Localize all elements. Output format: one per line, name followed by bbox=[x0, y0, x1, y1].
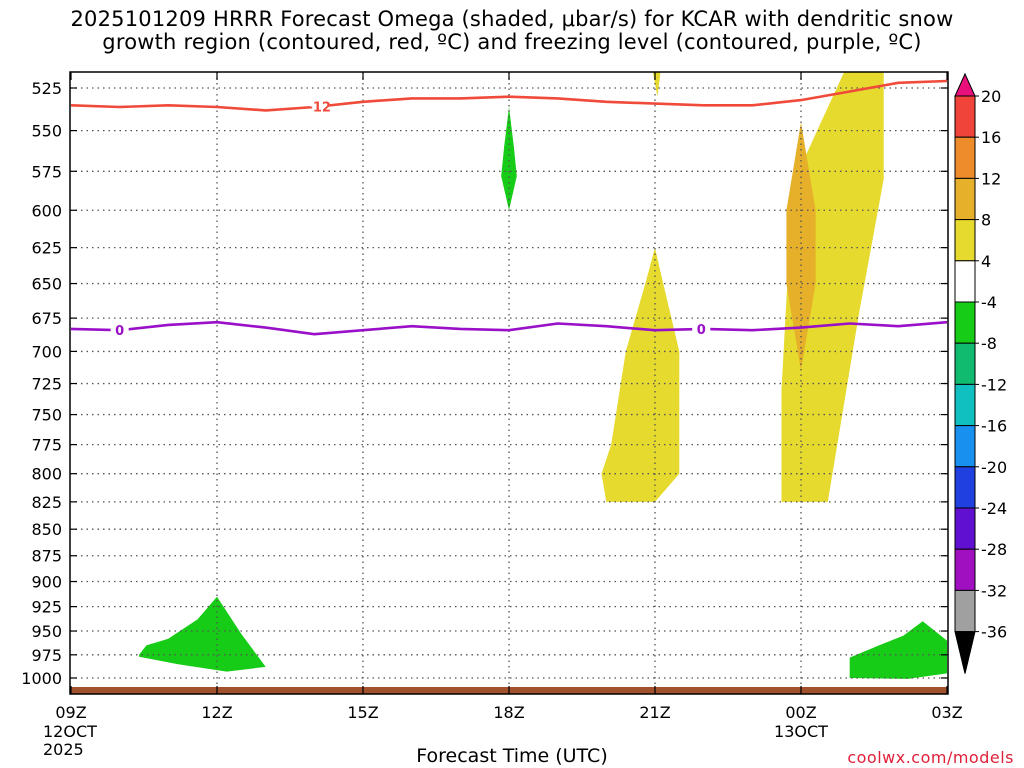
omega-shading bbox=[139, 72, 947, 679]
y-tick-label-900: 900 bbox=[31, 573, 62, 592]
title-line-2: growth region (contoured, red, ºC) and f… bbox=[102, 30, 922, 54]
x-tick-label-15z: 15Z bbox=[347, 703, 378, 722]
y-tick-label-650: 650 bbox=[31, 275, 62, 294]
x-axis-label: Forecast Time (UTC) bbox=[416, 745, 608, 767]
colorbar-segment-12 bbox=[954, 548, 976, 591]
colorbar-segment-11 bbox=[954, 507, 976, 550]
x-year-label: 2025 bbox=[43, 740, 84, 759]
omega-region-descent-21z bbox=[601, 247, 680, 502]
colorbar-segment-6 bbox=[954, 301, 976, 344]
colorbar-segment-9 bbox=[954, 425, 976, 468]
colorbar-segment-5 bbox=[954, 260, 976, 303]
freezing-level-label-bg bbox=[692, 320, 711, 337]
site-credit[interactable]: coolwx.com/models bbox=[847, 748, 1014, 767]
y-tick-label-675: 675 bbox=[31, 309, 62, 328]
y-tick-label-1000: 1000 bbox=[21, 669, 62, 688]
x-date-label-13oct: 13OCT bbox=[774, 722, 828, 741]
omega-region-ascent-evening-low-levels bbox=[849, 621, 947, 679]
colorbar-segment-7 bbox=[954, 342, 976, 385]
colorbar-label-20: 20 bbox=[981, 87, 1001, 106]
colorbar-label-neg36: -36 bbox=[981, 623, 1007, 642]
x-tick-label-12z: 12Z bbox=[201, 703, 232, 722]
colorbar-segment-10 bbox=[954, 466, 976, 509]
y-tick-label-875: 875 bbox=[31, 547, 62, 566]
omega-region-descent-00z-core bbox=[786, 122, 816, 371]
colorbar-label-neg8: -8 bbox=[981, 334, 997, 353]
x-tick-label-18z: 18Z bbox=[493, 703, 524, 722]
y-tick-label-800: 800 bbox=[31, 465, 62, 484]
y-tick-label-975: 975 bbox=[31, 646, 62, 665]
colorbar-bottom-triangle bbox=[954, 631, 976, 674]
colorbar-label-neg4: -4 bbox=[981, 293, 997, 312]
colorbar-label-neg20: -20 bbox=[981, 458, 1007, 477]
y-tick-label-625: 625 bbox=[31, 239, 62, 258]
contours: -12 0 0 bbox=[70, 79, 948, 339]
y-tick-label-950: 950 bbox=[31, 622, 62, 641]
dgz-contour-line bbox=[70, 79, 948, 112]
colorbar-top-triangle bbox=[954, 72, 976, 97]
dgz-contour-label-bg bbox=[310, 98, 329, 115]
y-tick-label-750: 750 bbox=[31, 406, 62, 425]
x-tick-label-00z: 00Z bbox=[785, 703, 816, 722]
colorbar-segment-13 bbox=[954, 589, 976, 633]
x-date-label-12oct: 12OCT bbox=[43, 722, 97, 741]
y-tick-label-600: 600 bbox=[31, 201, 62, 220]
colorbar-label-16: 16 bbox=[981, 128, 1001, 147]
freezing-level-label: 0 bbox=[115, 324, 124, 339]
colorbar-label-neg12: -12 bbox=[981, 375, 1007, 394]
freezing-level-line bbox=[70, 320, 948, 336]
colorbar-label-neg16: -16 bbox=[981, 417, 1007, 436]
colorbar-label-8: 8 bbox=[981, 211, 991, 230]
colorbar-label-12: 12 bbox=[981, 169, 1001, 188]
colorbar-label-4: 4 bbox=[981, 252, 991, 271]
y-tick-label-775: 775 bbox=[31, 436, 62, 455]
gridlines bbox=[70, 72, 948, 694]
x-tick-label-03z: 03Z bbox=[931, 703, 962, 722]
y-tick-label-575: 575 bbox=[31, 162, 62, 181]
y-tick-label-925: 925 bbox=[31, 598, 62, 617]
y-tick-label-725: 725 bbox=[31, 375, 62, 394]
y-axis: 525 550 575 600 625 650 675 700 725 750 775 800 825 8… bbox=[21, 79, 948, 688]
title-line-1: 2025101209 HRRR Forecast Omega (shaded, … bbox=[70, 7, 954, 31]
colorbar-segment-8 bbox=[954, 383, 976, 427]
dgz-contour-label: -12 bbox=[307, 100, 331, 115]
chart-title: 2025101209 HRRR Forecast Omega (shaded, … bbox=[0, 8, 1024, 54]
freezing-level-label-bg bbox=[110, 322, 129, 339]
colorbar-label-neg24: -24 bbox=[981, 499, 1007, 518]
colorbar-segment-1 bbox=[954, 95, 976, 138]
colorbar-label-neg28: -28 bbox=[981, 540, 1007, 559]
y-tick-label-700: 700 bbox=[31, 342, 62, 361]
freezing-level-label: 0 bbox=[697, 323, 706, 338]
colorbar-segment-3 bbox=[954, 177, 976, 221]
x-tick-label-21z: 21Z bbox=[639, 703, 670, 722]
omega-region-ascent-18z bbox=[501, 107, 517, 211]
y-tick-label-525: 525 bbox=[31, 79, 62, 98]
omega-region-ascent-morning-low-levels bbox=[139, 596, 266, 672]
y-tick-label-825: 825 bbox=[31, 493, 62, 512]
x-tick-label-09z: 09Z bbox=[55, 703, 86, 722]
colorbar-segment-4 bbox=[954, 219, 976, 262]
colorbar-segment-2 bbox=[954, 136, 976, 179]
colorbar: 20 16 12 8 4 -4 -8 -12 -16 -20 -24 -28 -32 -36 bbox=[954, 72, 1007, 674]
y-tick-label-550: 550 bbox=[31, 122, 62, 141]
y-tick-label-850: 850 bbox=[31, 520, 62, 539]
colorbar-label-neg32: -32 bbox=[981, 581, 1007, 600]
